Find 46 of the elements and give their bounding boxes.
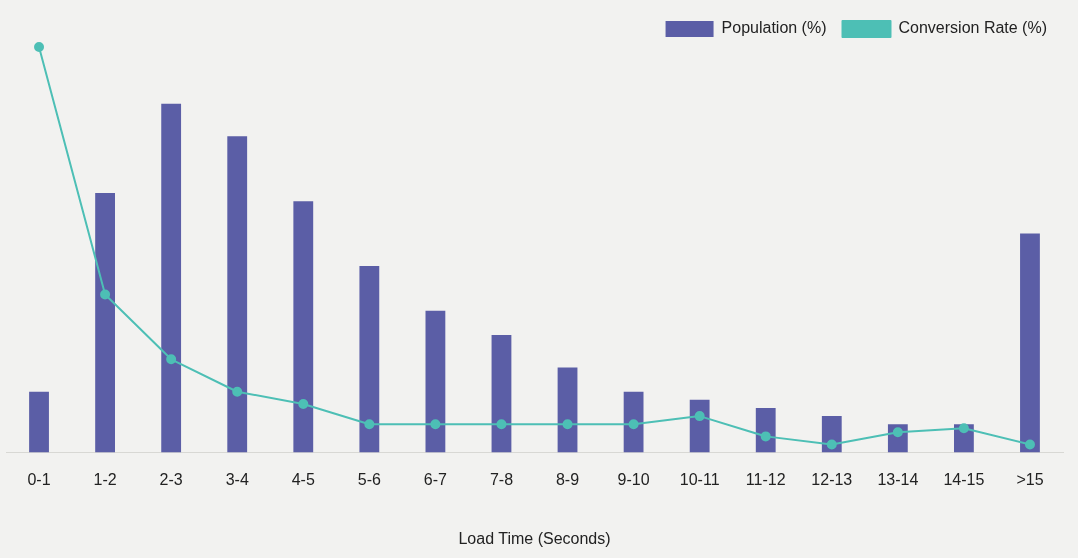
bar xyxy=(623,391,644,453)
x-tick-label: >15 xyxy=(1016,470,1044,488)
bar xyxy=(161,103,182,453)
bar xyxy=(1020,233,1040,453)
bar xyxy=(29,391,49,453)
x-tick-label: 12-13 xyxy=(811,470,853,488)
x-tick-label: 13-14 xyxy=(877,470,919,488)
point xyxy=(166,354,177,365)
point xyxy=(100,289,111,300)
x-axis-title: Load Time (Seconds) xyxy=(458,529,611,547)
point xyxy=(694,411,705,422)
x-tick-label: 4-5 xyxy=(291,470,315,488)
point xyxy=(298,398,309,409)
x-tick-label: 2-3 xyxy=(159,470,183,488)
point xyxy=(34,42,45,52)
x-tick-label: 6-7 xyxy=(423,470,448,488)
point xyxy=(826,439,837,450)
bar xyxy=(491,334,512,453)
point xyxy=(892,427,903,438)
bar xyxy=(95,193,115,453)
point xyxy=(628,419,639,430)
x-tick-label: 0-1 xyxy=(27,470,51,488)
point xyxy=(430,419,441,430)
x-tick-label: 5-6 xyxy=(357,470,382,488)
legend-label: Population (%) xyxy=(721,19,827,37)
point xyxy=(958,423,969,434)
point xyxy=(760,431,771,442)
legend-label: Conversion Rate (%) xyxy=(898,19,1047,37)
point xyxy=(1024,439,1035,450)
point xyxy=(496,419,507,430)
x-tick-label: 14-15 xyxy=(943,470,985,488)
bar xyxy=(557,367,578,453)
point xyxy=(562,419,573,430)
point xyxy=(364,419,375,430)
bar xyxy=(359,266,380,453)
x-tick-label: 10-11 xyxy=(679,470,720,488)
bar xyxy=(227,136,248,453)
bar xyxy=(293,201,314,453)
x-tick-label: 7-8 xyxy=(489,470,514,488)
x-tick-label: 9-10 xyxy=(617,470,650,488)
x-tick-label: 11-12 xyxy=(745,470,786,488)
bar xyxy=(425,310,446,453)
x-tick-label: 3-4 xyxy=(225,470,249,488)
x-tick-label: 8-9 xyxy=(555,470,580,488)
x-tick-label: 1-2 xyxy=(93,470,117,488)
point xyxy=(232,386,243,397)
